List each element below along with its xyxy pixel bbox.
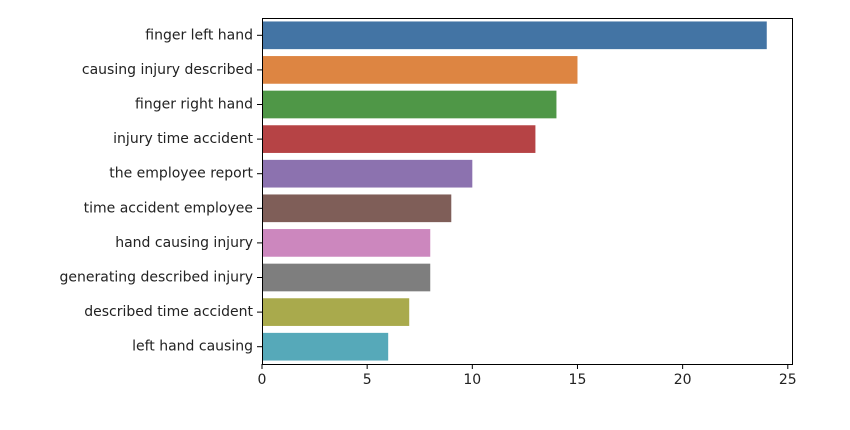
x-tick-label: 20 <box>674 372 692 388</box>
y-tick-label: hand causing injury <box>115 235 253 251</box>
x-tick-label: 5 <box>363 372 372 388</box>
x-tick-label: 15 <box>569 372 587 388</box>
bar <box>262 90 557 119</box>
y-tick-label: time accident employee <box>84 200 253 216</box>
bar <box>262 263 431 292</box>
bar <box>262 229 431 257</box>
y-tick-label: causing injury described <box>82 62 253 78</box>
y-tick-label: generating described injury <box>60 270 253 286</box>
bar <box>262 125 536 153</box>
x-ticks: 0 5 10 15 20 25 <box>258 364 797 388</box>
y-tick-label: finger right hand <box>135 97 253 113</box>
bar <box>262 159 473 188</box>
y-tick-label: injury time accident <box>113 131 253 147</box>
bars-group <box>262 21 767 361</box>
y-tick-label: the employee report <box>109 166 253 182</box>
y-tick-label: described time accident <box>84 304 253 320</box>
y-tick-labels: finger left hand causing injury described… <box>60 27 262 355</box>
x-tick-label: 10 <box>463 372 481 388</box>
bar <box>262 194 452 223</box>
bar <box>262 298 410 326</box>
x-tick-label: 0 <box>258 372 267 388</box>
x-tick-label: 25 <box>779 372 797 388</box>
y-tick-label: left hand causing <box>132 339 253 355</box>
y-tick-label: finger left hand <box>145 27 253 43</box>
plot-frame <box>262 18 793 365</box>
bar <box>262 21 767 50</box>
bar <box>262 56 578 84</box>
bar <box>262 332 389 361</box>
